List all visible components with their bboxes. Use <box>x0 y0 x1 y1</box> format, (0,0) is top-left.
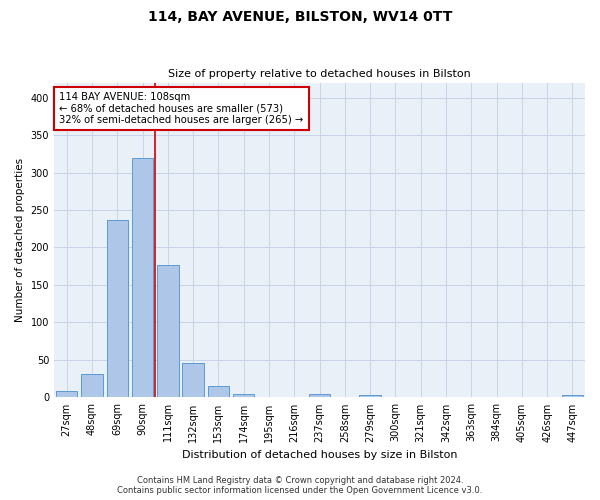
Bar <box>182 363 204 398</box>
Y-axis label: Number of detached properties: Number of detached properties <box>15 158 25 322</box>
Bar <box>562 395 583 398</box>
Bar <box>208 386 229 398</box>
Bar <box>132 158 153 398</box>
Text: 114, BAY AVENUE, BILSTON, WV14 0TT: 114, BAY AVENUE, BILSTON, WV14 0TT <box>148 10 452 24</box>
Text: Contains HM Land Registry data © Crown copyright and database right 2024.
Contai: Contains HM Land Registry data © Crown c… <box>118 476 482 495</box>
Bar <box>107 220 128 398</box>
Bar <box>309 394 330 398</box>
Bar <box>157 266 179 398</box>
Bar <box>359 395 381 398</box>
Bar <box>233 394 254 398</box>
Bar <box>81 374 103 398</box>
Title: Size of property relative to detached houses in Bilston: Size of property relative to detached ho… <box>168 69 471 79</box>
X-axis label: Distribution of detached houses by size in Bilston: Distribution of detached houses by size … <box>182 450 457 460</box>
Text: 114 BAY AVENUE: 108sqm
← 68% of detached houses are smaller (573)
32% of semi-de: 114 BAY AVENUE: 108sqm ← 68% of detached… <box>59 92 304 125</box>
Bar <box>56 392 77 398</box>
